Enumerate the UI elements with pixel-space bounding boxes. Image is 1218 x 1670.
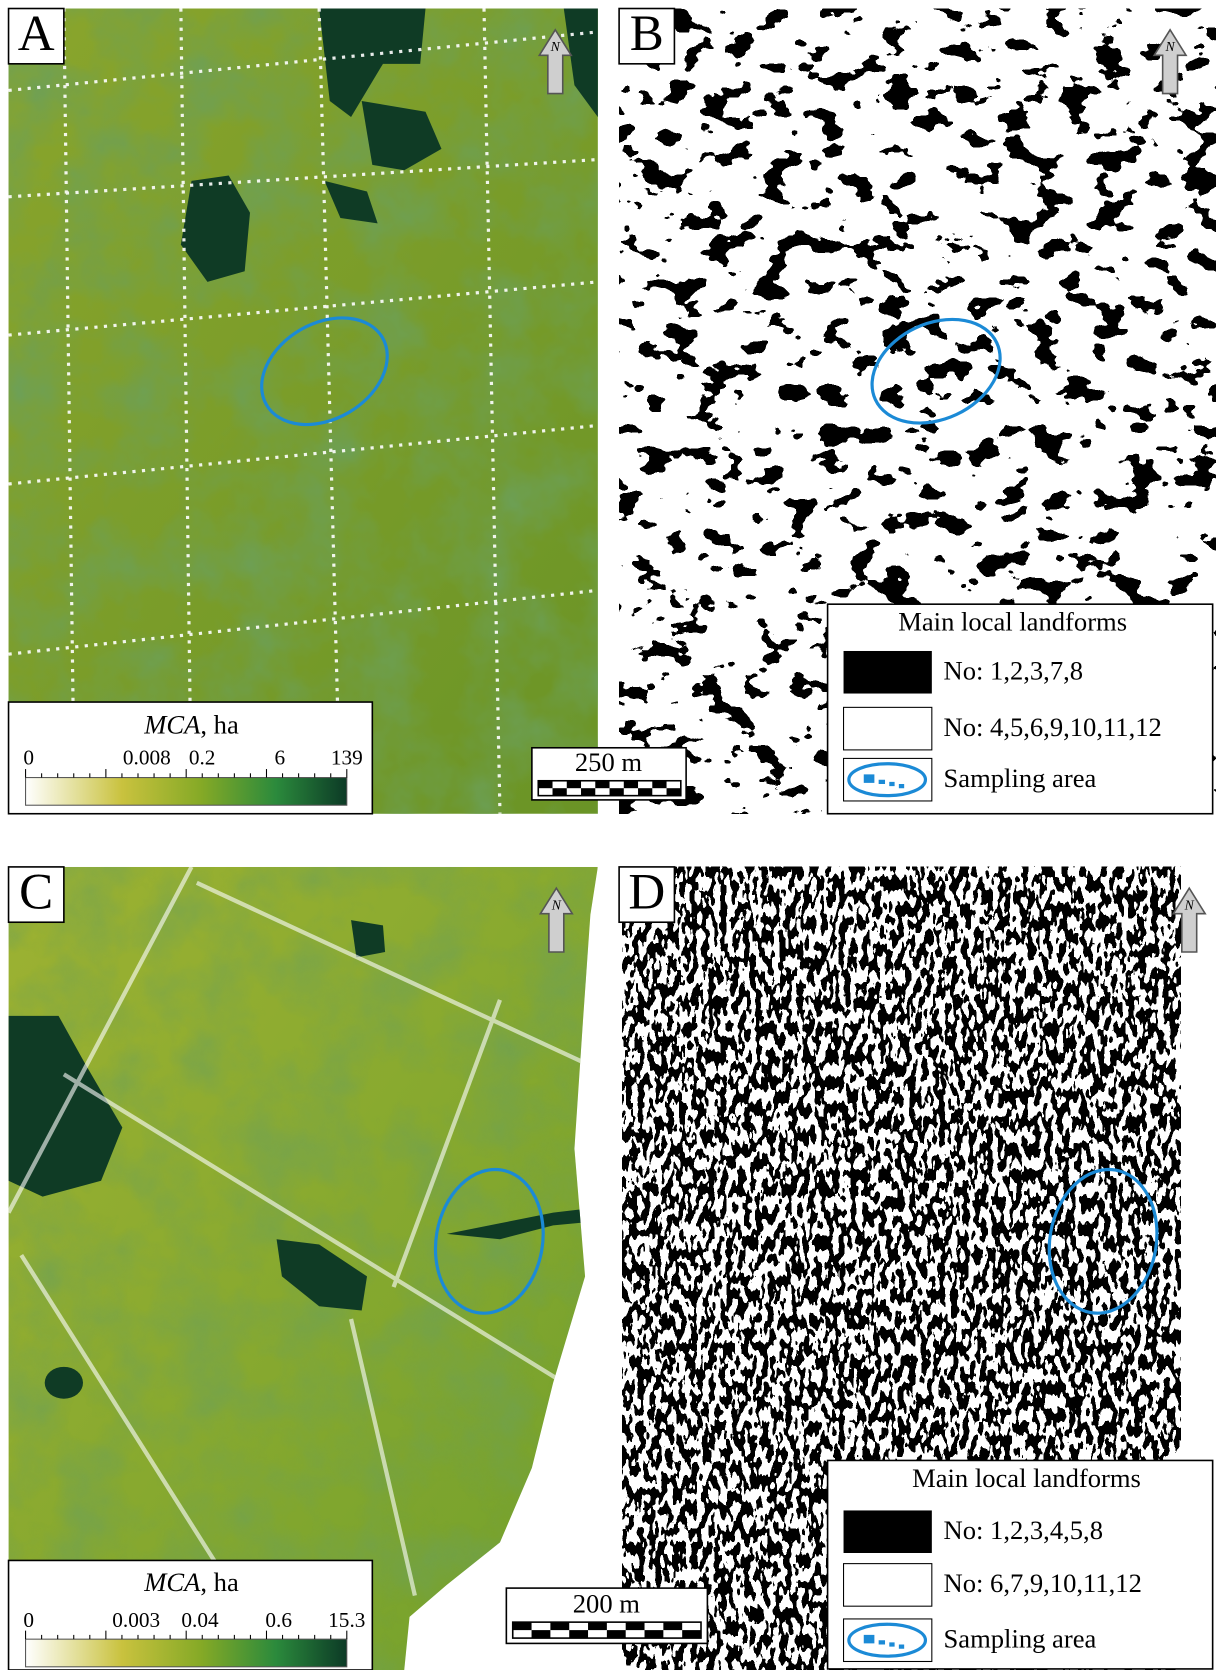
legend-title: Main local landforms [898,606,1127,636]
ramp-label: 0.003 [112,1608,160,1632]
legend-item: Sampling area [944,1623,1097,1653]
legend-d: Main local landforms No: 1,2,3,4,5,8 No:… [828,1460,1213,1668]
ramp-label: 15.3 [328,1608,365,1632]
legend-item: No: 6,7,9,10,11,12 [944,1568,1142,1598]
legend-item: No: 1,2,3,7,8 [944,655,1084,685]
scale-checker [513,1622,701,1638]
scale-checker [538,781,681,796]
map-texture [9,9,598,814]
ramp-label: 0.04 [181,1608,219,1632]
scale-segment [538,781,552,788]
figure: A B C D N N N N MCA, ha 0 0.008 0.2 6 13… [0,0,1218,1670]
legend-variable: MCA [143,1567,201,1597]
scale-segment [569,1630,588,1638]
legend-b: Main local landforms No: 1,2,3,7,8 No: 4… [828,604,1213,814]
scale-segment [682,1630,701,1638]
legend-title: MCA, ha [143,1567,239,1597]
swatch-white [844,707,932,750]
panel-label: A [18,6,55,62]
legend-item: Sampling area [944,763,1097,793]
swatch-white [844,1564,932,1607]
scale-segment [567,781,581,788]
scale-segment [595,781,609,788]
panel-c [9,867,598,1670]
scale-label: 250 m [575,747,643,777]
legend-title: Main local landforms [912,1463,1141,1493]
legend-item: No: 1,2,3,4,5,8 [944,1515,1103,1545]
swatch-black [844,1510,932,1553]
north-label: N [1164,39,1175,54]
north-label: N [550,39,561,54]
color-ramp [26,778,347,806]
scale-segment [581,788,595,795]
scale-segment [645,1630,664,1638]
panel-a [9,9,598,814]
legend-item: No: 4,5,6,9,10,11,12 [944,712,1162,742]
legend-unit: , ha [200,1567,239,1597]
ramp-label: 0.6 [265,1608,292,1632]
scale-segment [607,1630,626,1638]
scale-segment [532,1630,551,1638]
ramp-label: 139 [331,745,363,769]
panel-label: B [630,6,664,62]
color-ramp [26,1639,347,1667]
north-label: N [551,897,562,912]
scale-segment [610,788,624,795]
scale-bar-a: 250 m [532,747,686,800]
legend-unit: , ha [200,710,239,740]
ramp-label: 0.008 [123,745,171,769]
ramp-label: 6 [274,745,285,769]
scale-label: 200 m [573,1588,641,1618]
swatch-black [844,651,932,694]
scale-segment [588,1622,607,1630]
scale-segment [663,1622,682,1630]
legend-a: MCA, ha 0 0.008 0.2 6 139 [9,702,373,814]
scale-bar-c: 200 m [506,1588,707,1643]
legend-c: MCA, ha 0 0.003 0.04 0.6 15.3 [9,1560,373,1670]
scale-segment [667,788,681,795]
scale-segment [550,1622,569,1630]
scale-segment [624,781,638,788]
scale-segment [652,781,666,788]
ramp-label: 0 [23,1608,34,1632]
legend-title: MCA, ha [143,710,239,740]
panel-label: C [19,864,53,920]
scale-segment [638,788,652,795]
ramp-label: 0 [23,745,34,769]
ramp-label: 0.2 [189,745,216,769]
north-label: N [1184,897,1195,912]
scale-segment [626,1622,645,1630]
scale-segment [553,788,567,795]
panel-label: D [628,864,665,920]
legend-variable: MCA [143,710,201,740]
scale-segment [513,1622,532,1630]
